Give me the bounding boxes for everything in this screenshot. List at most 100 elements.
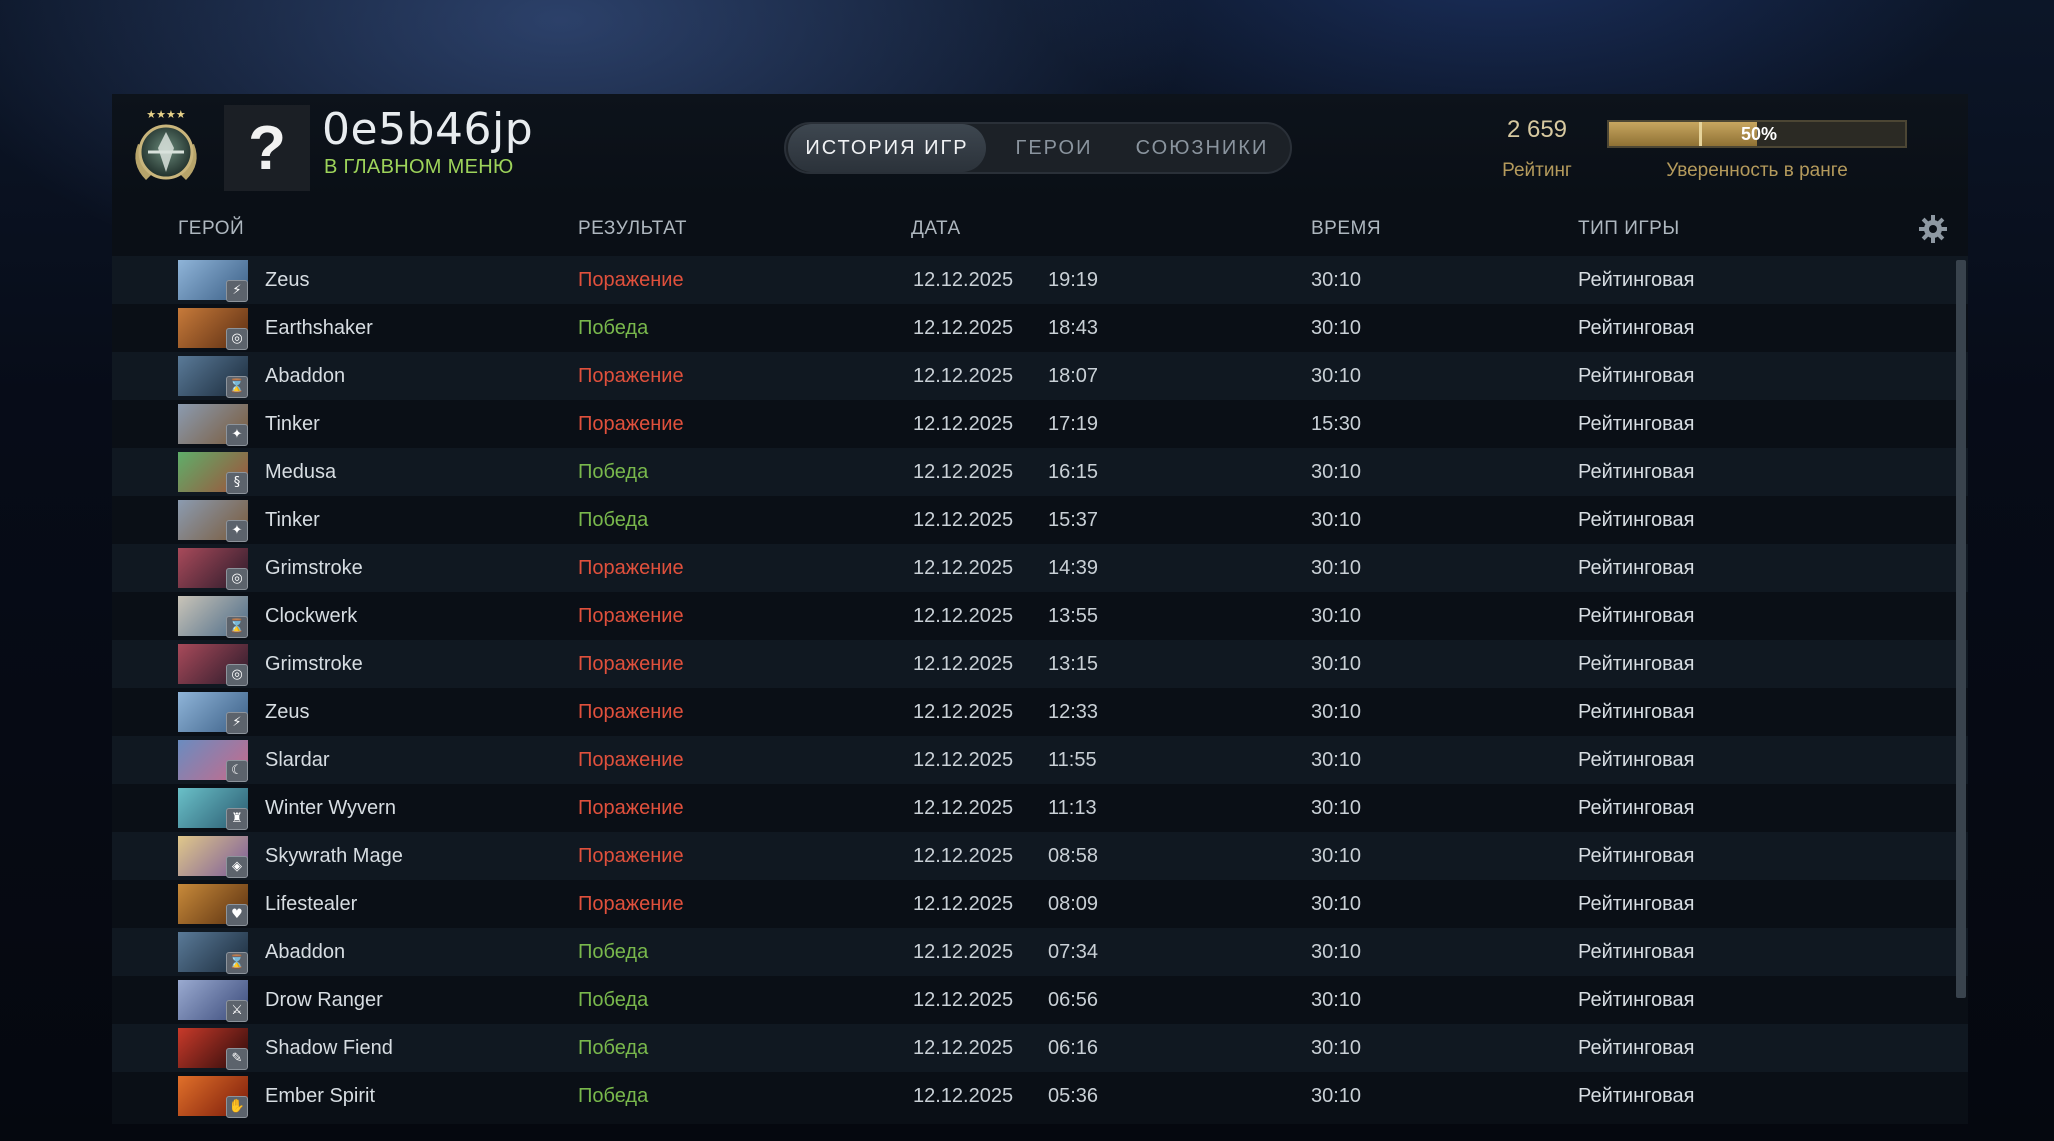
hero-name: Slardar	[265, 749, 330, 771]
column-header-result[interactable]: РЕЗУЛЬТАТ	[578, 218, 687, 239]
match-result: Поражение	[578, 797, 684, 819]
match-start-time: 15:37	[1048, 509, 1099, 531]
profile-header: ★★★★ ? 0e5b46jp В ГЛАВНОМ МЕНЮ ИСТОРИЯ И…	[112, 94, 1968, 200]
match-duration: 30:10	[1311, 893, 1362, 915]
match-date: 12.12.2025	[913, 797, 1014, 819]
match-result: Победа	[578, 1085, 649, 1107]
match-start-time: 17:19	[1048, 413, 1099, 435]
hero-facet-icon: ⚡	[226, 280, 248, 302]
game-type: Рейтинговая	[1578, 509, 1695, 531]
tabs-bar: ИСТОРИЯ ИГР ГЕРОИ СОЮЗНИКИ	[784, 122, 1292, 174]
table-row[interactable]: ♥ Lifestealer Поражение 12.12.2025 08:09 30:1…	[112, 880, 1968, 928]
rating-value: 2 659	[1506, 116, 1568, 143]
match-date: 12.12.2025	[913, 1085, 1014, 1107]
tab-allies[interactable]: СОЮЗНИКИ	[1135, 137, 1269, 159]
table-row[interactable]: § Medusa Победа 12.12.2025 16:15 30:10 Рейтинг…	[112, 448, 1968, 496]
match-result: Победа	[578, 461, 649, 483]
game-type: Рейтинговая	[1578, 557, 1695, 579]
match-duration: 30:10	[1311, 749, 1362, 771]
table-row[interactable]: ✎ Shadow Fiend Победа 12.12.2025 06:16 30:10 Р…	[112, 1024, 1968, 1072]
match-result: Поражение	[578, 701, 684, 723]
match-duration: 30:10	[1311, 1037, 1362, 1059]
match-start-time: 06:16	[1048, 1037, 1099, 1059]
table-row[interactable]: ⚡ Zeus Поражение 12.12.2025 19:19 30:10 Рейтин…	[112, 256, 1968, 304]
game-type: Рейтинговая	[1578, 413, 1695, 435]
hero-facet-icon: ◎	[226, 664, 248, 686]
game-type: Рейтинговая	[1578, 269, 1695, 291]
game-type: Рейтинговая	[1578, 797, 1695, 819]
table-row[interactable]: ♜ Winter Wyvern Поражение 12.12.2025 11:13 30…	[112, 784, 1968, 832]
tab-match-history[interactable]: ИСТОРИЯ ИГР	[788, 124, 986, 172]
hero-name: Lifestealer	[265, 893, 358, 915]
hero-name: Earthshaker	[265, 317, 373, 339]
hero-facet-icon: §	[226, 472, 248, 494]
table-row[interactable]: ⚔ Drow Ranger Победа 12.12.2025 06:56 30:10 Ре…	[112, 976, 1968, 1024]
hero-name: Skywrath Mage	[265, 845, 403, 867]
match-duration: 30:10	[1311, 605, 1362, 627]
match-date: 12.12.2025	[913, 941, 1014, 963]
column-header-duration[interactable]: ВРЕМЯ	[1311, 218, 1382, 239]
match-start-time: 13:55	[1048, 605, 1099, 627]
game-type: Рейтинговая	[1578, 365, 1695, 387]
gear-icon[interactable]	[1918, 214, 1948, 244]
match-start-time: 11:13	[1048, 797, 1097, 819]
table-row[interactable]: ☾ Slardar Поражение 12.12.2025 11:55 30:10 Рей…	[112, 736, 1968, 784]
match-start-time: 08:58	[1048, 845, 1099, 867]
hero-name: Grimstroke	[265, 653, 363, 675]
hero-name: Abaddon	[265, 365, 346, 387]
match-result: Победа	[578, 509, 649, 531]
match-result: Поражение	[578, 413, 684, 435]
hero-name: Medusa	[265, 461, 337, 483]
hero-name: Ember Spirit	[265, 1085, 376, 1107]
table-row[interactable]: ⚡ Zeus Поражение 12.12.2025 12:33 30:10 Рейтин…	[112, 688, 1968, 736]
match-start-time: 16:15	[1048, 461, 1099, 483]
game-type: Рейтинговая	[1578, 653, 1695, 675]
table-row[interactable]: ⌛ Clockwerk Поражение 12.12.2025 13:55 30:10 Р…	[112, 592, 1968, 640]
match-result: Победа	[578, 941, 649, 963]
hero-facet-icon: ⌛	[226, 616, 248, 638]
match-start-time: 07:34	[1048, 941, 1099, 963]
match-result: Поражение	[578, 605, 684, 627]
hero-name: Grimstroke	[265, 557, 363, 579]
table-row[interactable]: ◎ Earthshaker Победа 12.12.2025 18:43 30:10 Ре…	[112, 304, 1968, 352]
hero-facet-icon: ◈	[226, 856, 248, 878]
match-history-table: ⚡ Zeus Поражение 12.12.2025 19:19 30:10 Рейтин…	[112, 256, 1968, 1120]
column-header-game-type[interactable]: ТИП ИГРЫ	[1578, 218, 1680, 239]
match-date: 12.12.2025	[913, 509, 1014, 531]
hero-facet-icon: ✎	[226, 1048, 248, 1070]
match-result: Поражение	[578, 653, 684, 675]
table-row[interactable]: ⌛ Abaddon Победа 12.12.2025 07:34 30:10 Рейтин…	[112, 928, 1968, 976]
hero-facet-icon: ✦	[226, 520, 248, 542]
match-date: 12.12.2025	[913, 701, 1014, 723]
player-avatar[interactable]: ?	[224, 105, 310, 191]
match-result: Поражение	[578, 893, 684, 915]
column-header-date[interactable]: ДАТА	[911, 218, 961, 239]
table-row[interactable]: ✦ Tinker Поражение 12.12.2025 17:19 15:30 Рейт…	[112, 400, 1968, 448]
match-date: 12.12.2025	[913, 365, 1014, 387]
game-type: Рейтинговая	[1578, 749, 1695, 771]
match-duration: 30:10	[1311, 317, 1362, 339]
table-row[interactable]: ⌛ Abaddon Поражение 12.12.2025 18:07 30:10 Рей…	[112, 352, 1968, 400]
rank-confidence-bar: 50%	[1607, 120, 1907, 148]
match-duration: 30:10	[1311, 701, 1362, 723]
match-duration: 30:10	[1311, 269, 1362, 291]
match-start-time: 13:15	[1048, 653, 1099, 675]
match-result: Поражение	[578, 269, 684, 291]
unknown-avatar-icon: ?	[248, 113, 286, 183]
column-header-hero[interactable]: ГЕРОЙ	[178, 218, 245, 239]
tab-heroes[interactable]: ГЕРОИ	[1015, 137, 1093, 159]
table-row[interactable]: ◎ Grimstroke Поражение 12.12.2025 14:39 30:10…	[112, 544, 1968, 592]
table-row[interactable]: ◈ Skywrath Mage Поражение 12.12.2025 08:58 30…	[112, 832, 1968, 880]
table-row[interactable]: ✦ Tinker Победа 12.12.2025 15:37 30:10 Рейтинг…	[112, 496, 1968, 544]
table-scrollbar[interactable]	[1956, 260, 1966, 998]
table-row[interactable]: ✋ Ember Spirit Победа 12.12.2025 05:36 30:10 Р…	[112, 1072, 1968, 1120]
match-result: Поражение	[578, 845, 684, 867]
hero-facet-icon: ⚡	[226, 712, 248, 734]
rank-confidence-value: 50%	[1740, 124, 1778, 144]
table-row[interactable]: ◎ Grimstroke Поражение 12.12.2025 13:15 30:10…	[112, 640, 1968, 688]
hero-name: Zeus	[265, 269, 310, 291]
hero-name: Clockwerk	[265, 605, 358, 627]
match-result: Поражение	[578, 749, 684, 771]
match-duration: 30:10	[1311, 653, 1362, 675]
match-result: Победа	[578, 317, 649, 339]
